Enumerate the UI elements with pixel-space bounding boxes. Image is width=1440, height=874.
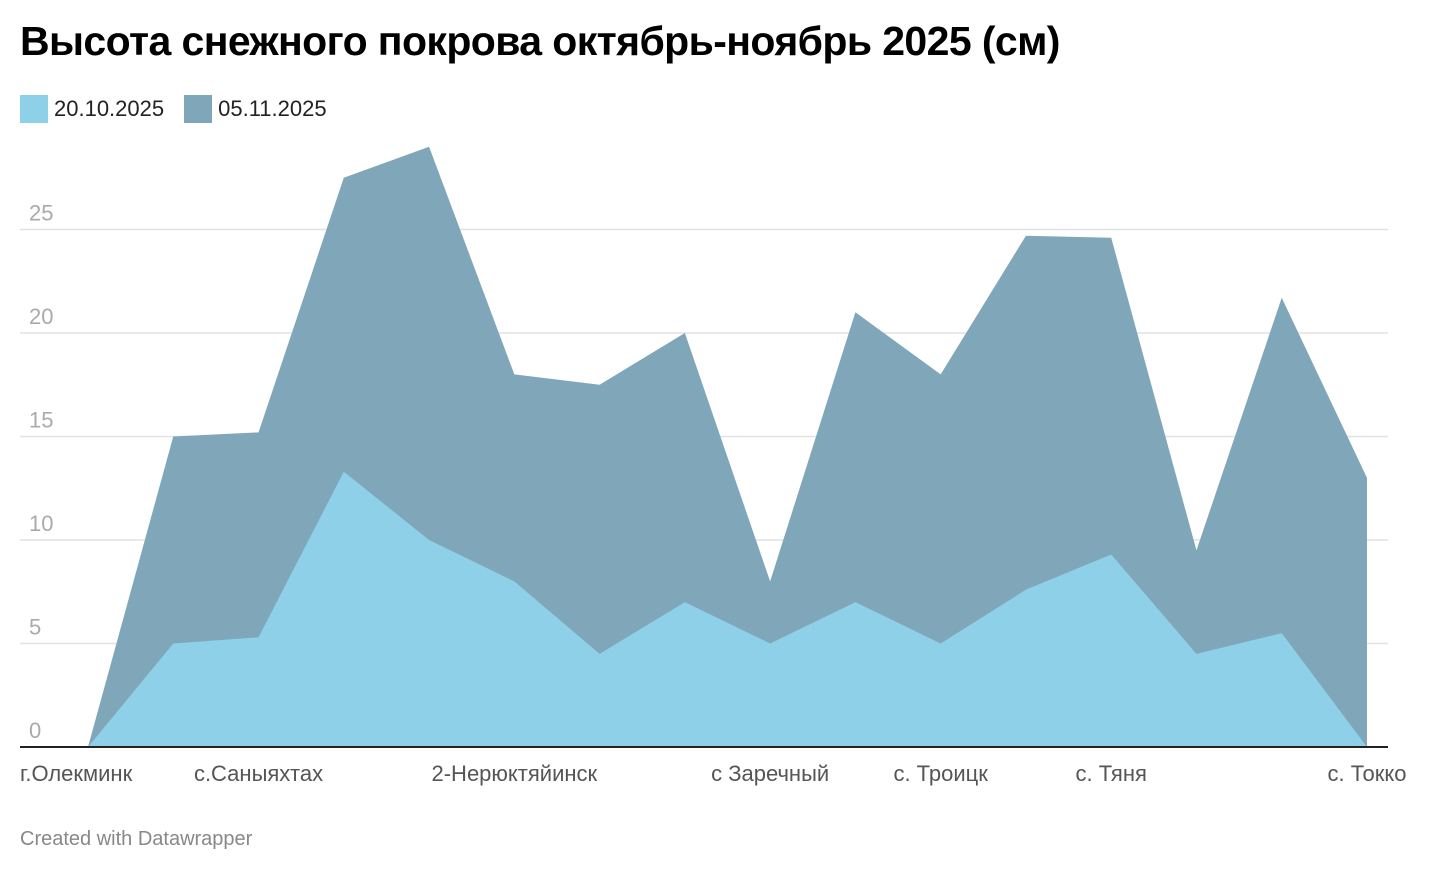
x-tick-label: с Заречный bbox=[711, 761, 829, 786]
legend-label-05-11-2025: 05.11.2025 bbox=[218, 96, 327, 121]
x-tick-label: с. Тяня bbox=[1075, 761, 1146, 786]
legend-item-20-10-2025: 20.10.2025 bbox=[20, 95, 164, 123]
chart-title: Высота снежного покрова октябрь-ноябрь 2… bbox=[20, 18, 1060, 64]
x-tick-label: с.Саныяхтах bbox=[194, 761, 323, 786]
y-tick-label-10: 10 bbox=[29, 511, 53, 536]
y-tick-label-0: 0 bbox=[29, 718, 41, 743]
x-tick-label: г.Олекминк bbox=[20, 761, 133, 786]
y-tick-label-5: 5 bbox=[29, 615, 41, 640]
y-tick-label-15: 15 bbox=[29, 408, 53, 433]
footer-credit: Created with Datawrapper bbox=[20, 828, 253, 850]
area-layer bbox=[88, 146, 1367, 747]
axis-layer: г.Олекминк с.Саныяхтах 2-Нерюктяйинск с Зар… bbox=[20, 746, 1407, 786]
y-tick-label-25: 25 bbox=[29, 201, 53, 226]
x-tick-label: с. Токко bbox=[1328, 761, 1407, 786]
legend-label-20-10-2025: 20.10.2025 bbox=[54, 96, 165, 121]
x-tick-label: с. Троицк bbox=[893, 761, 988, 786]
legend-swatch-20-10-2025 bbox=[20, 95, 48, 123]
y-tick-label-20: 20 bbox=[29, 304, 53, 329]
x-tick-label: 2-Нерюктяйинск bbox=[432, 761, 598, 786]
legend-swatch-05-11-2025 bbox=[184, 95, 213, 123]
legend: 20.10.2025 05.11.2025 bbox=[20, 95, 347, 123]
legend-item-05-11-2025: 05.11.2025 bbox=[184, 95, 327, 123]
area-series-20-10-2025 bbox=[88, 471, 1367, 747]
